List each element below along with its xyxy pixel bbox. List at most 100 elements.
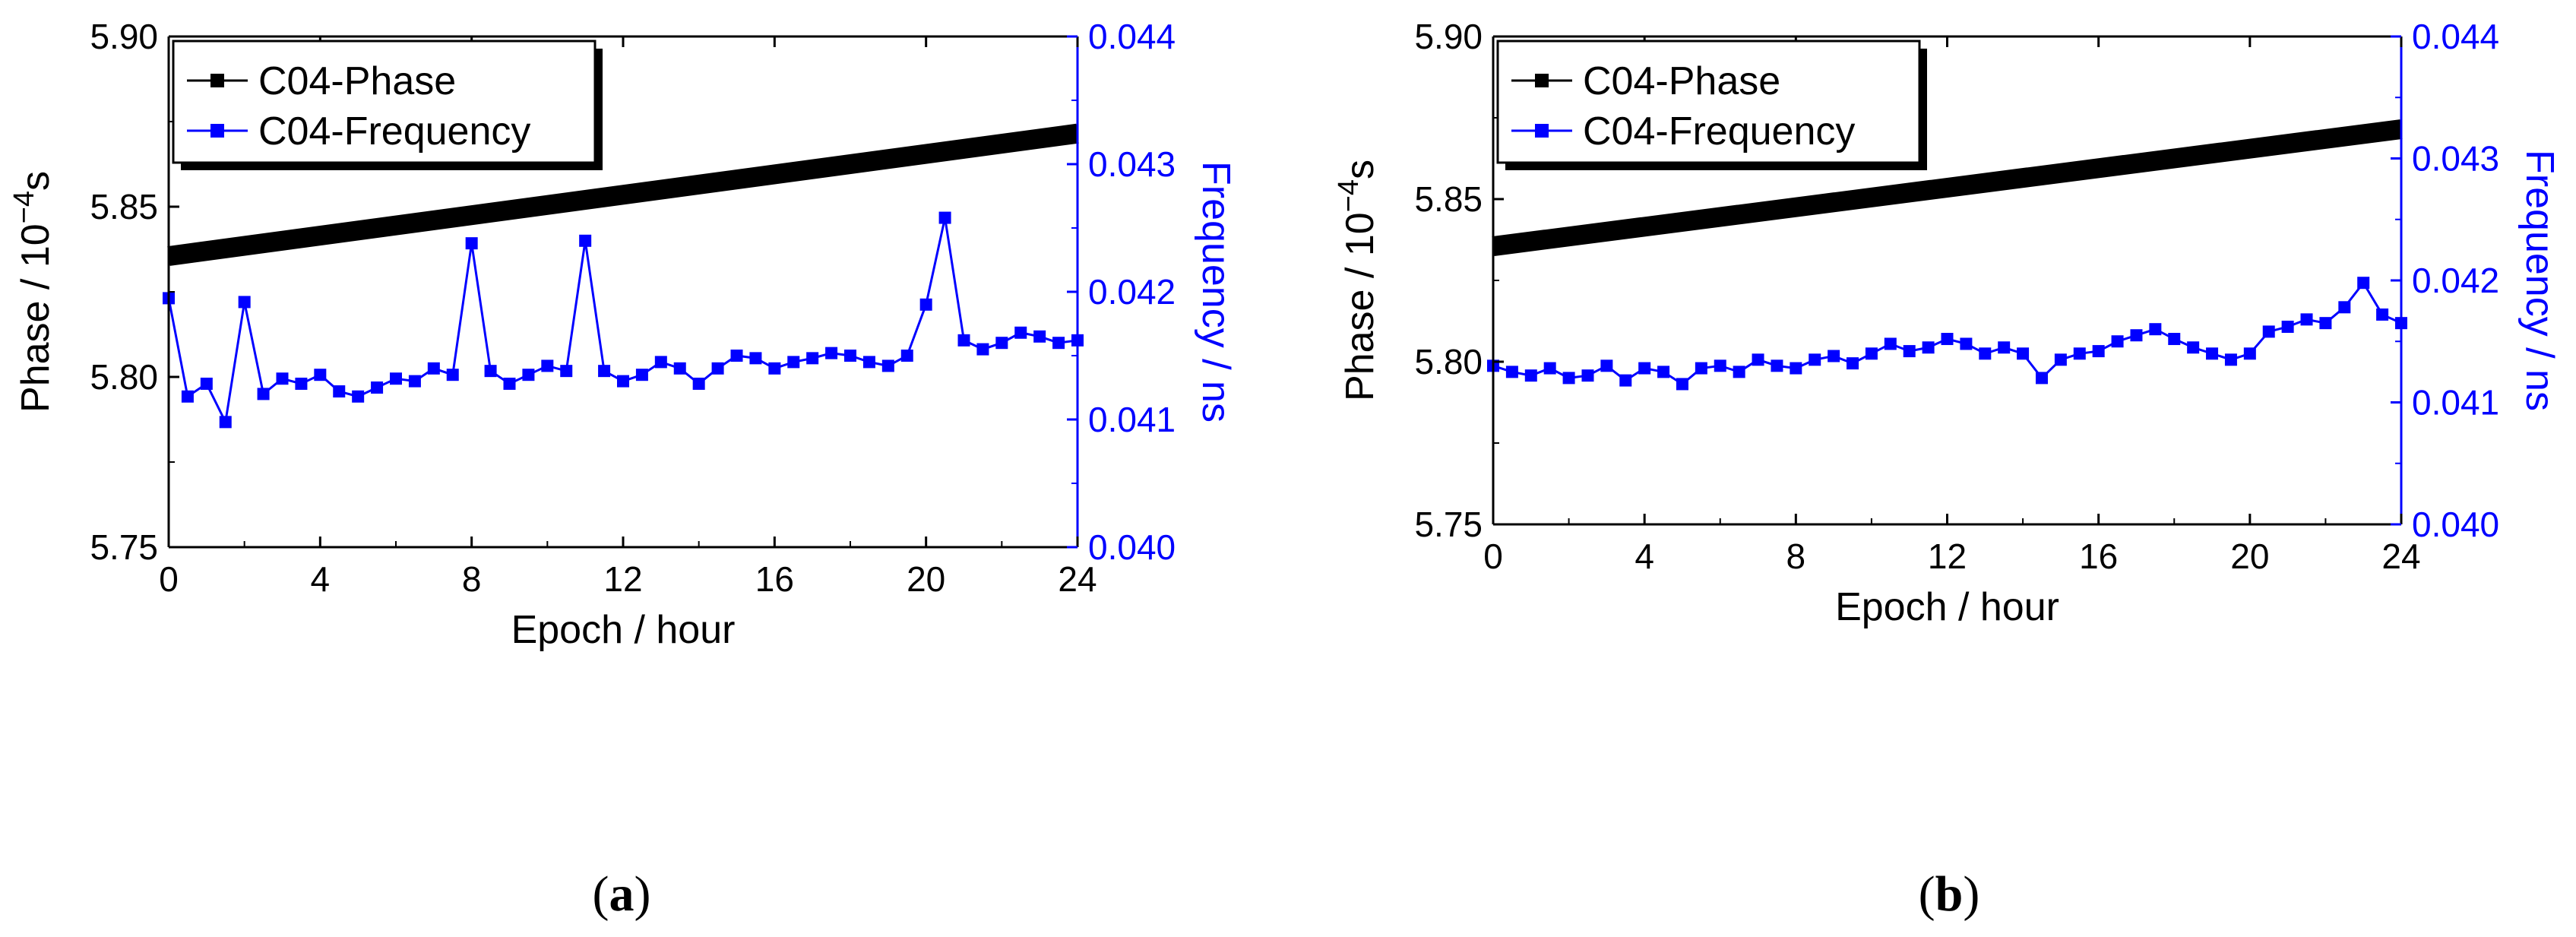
frequency-point — [446, 369, 459, 381]
y-left-label-prefix: Phase / 10 — [14, 223, 58, 413]
frequency-point — [1638, 362, 1651, 375]
x-tick-label: 0 — [159, 559, 179, 599]
x-tick-label: 20 — [907, 559, 945, 599]
frequency-point — [1809, 353, 1821, 366]
frequency-point — [238, 296, 251, 309]
frequency-point — [333, 385, 346, 398]
frequency-point — [2092, 345, 2105, 358]
frequency-point — [1524, 369, 1537, 382]
frequency-point — [1543, 362, 1556, 375]
frequency-point — [1847, 357, 1859, 370]
frequency-point — [1014, 326, 1027, 339]
y-left-axis-label: Phase / 10−4s — [1333, 160, 1382, 401]
frequency-point — [2338, 301, 2351, 314]
panel-label-open-paren: ( — [593, 866, 609, 922]
x-tick-label: 16 — [755, 559, 794, 599]
x-tick-label: 8 — [462, 559, 482, 599]
legend-frequency-label: C04-Frequency — [258, 109, 530, 154]
y-right-tick-label: 0.044 — [1088, 17, 1176, 56]
frequency-point — [2130, 329, 2143, 342]
frequency-point — [1960, 337, 1973, 350]
frequency-point — [314, 369, 327, 381]
frequency-point — [749, 352, 762, 365]
frequency-point — [181, 390, 194, 403]
x-tick-label: 24 — [1058, 559, 1097, 599]
legend-phase-label: C04-Phase — [258, 59, 456, 103]
legend-box — [172, 40, 597, 164]
frequency-point — [2243, 347, 2256, 360]
frequency-point — [976, 343, 989, 356]
y-left-label-exponent: −4 — [1333, 179, 1365, 212]
frequency-point — [579, 234, 592, 247]
frequency-point — [881, 359, 894, 372]
frequency-point — [2035, 372, 2048, 385]
y-right-axis-label: Frequency / ns — [2517, 150, 2562, 411]
y-left-tick-label: 5.80 — [1414, 342, 1483, 381]
panel-label-open-paren: ( — [1919, 866, 1935, 922]
frequency-point — [768, 362, 781, 375]
y-left-label-suffix: s — [14, 171, 58, 191]
frequency-point — [617, 375, 629, 388]
panel-label-close-paren: ) — [635, 866, 651, 922]
frequency-point — [371, 381, 384, 394]
frequency-point — [2111, 335, 2124, 348]
legend-phase-swatch-marker — [210, 74, 224, 87]
frequency-point — [1752, 353, 1764, 366]
y-right-axis-label: Frequency / ns — [1194, 161, 1238, 423]
legend-frequency-swatch-marker — [210, 124, 224, 138]
frequency-point — [635, 369, 648, 381]
legend-phase-label: C04-Phase — [1583, 59, 1780, 103]
frequency-point — [560, 365, 573, 378]
phase-line — [1492, 119, 2403, 256]
frequency-point — [787, 356, 800, 369]
frequency-point — [1865, 347, 1878, 360]
frequency-point — [1733, 366, 1745, 378]
frequency-point — [1676, 378, 1688, 391]
frequency-point — [522, 369, 535, 381]
frequency-point — [257, 388, 270, 400]
frequency-point — [1600, 359, 1613, 372]
legend-box — [1496, 40, 1921, 164]
y-left-tick-label: 5.85 — [90, 187, 158, 226]
frequency-point — [730, 350, 743, 362]
frequency-point — [598, 365, 611, 378]
y-right-tick-label: 0.043 — [1088, 144, 1176, 184]
y-left-tick-label: 5.90 — [1414, 17, 1483, 56]
frequency-point — [2281, 320, 2294, 333]
y-left-tick-label: 5.80 — [90, 357, 158, 397]
frequency-point — [200, 377, 213, 390]
legend-frequency-swatch-marker — [1535, 124, 1549, 138]
panel-label: (b) — [1919, 866, 1980, 922]
x-tick-label: 16 — [2079, 537, 2118, 576]
frequency-point — [1033, 330, 1046, 343]
x-tick-label: 4 — [1635, 537, 1654, 576]
frequency-point — [352, 390, 365, 403]
y-right-tick-label: 0.044 — [2412, 17, 2499, 56]
y-right-tick-label: 0.043 — [2412, 139, 2499, 179]
frequency-point — [995, 337, 1008, 350]
frequency-point — [673, 362, 686, 375]
frequency-point — [1052, 337, 1065, 350]
frequency-point — [276, 372, 289, 385]
frequency-point — [1581, 369, 1594, 382]
y-right-tick-label: 0.041 — [2412, 383, 2499, 423]
frequency-point — [1505, 366, 1518, 378]
panel-label-letter: b — [1935, 866, 1964, 922]
frequency-point — [1922, 341, 1935, 354]
frequency-point — [503, 377, 516, 390]
x-tick-label: 8 — [1786, 537, 1806, 576]
phase-line — [167, 123, 1079, 266]
frequency-point — [1562, 372, 1575, 385]
frequency-point — [219, 416, 232, 429]
frequency-point — [1771, 359, 1783, 372]
frequency-point — [900, 350, 913, 362]
legend-phase-swatch-marker — [1535, 74, 1549, 87]
frequency-point — [1790, 362, 1802, 375]
frequency-point — [541, 359, 554, 372]
y-left-label-prefix: Phase / 10 — [1338, 212, 1382, 401]
frequency-point — [484, 365, 497, 378]
frequency-point — [1979, 347, 1992, 360]
frequency-point — [2319, 317, 2332, 330]
y-left-axis-label: Phase / 10−4s — [8, 171, 58, 413]
